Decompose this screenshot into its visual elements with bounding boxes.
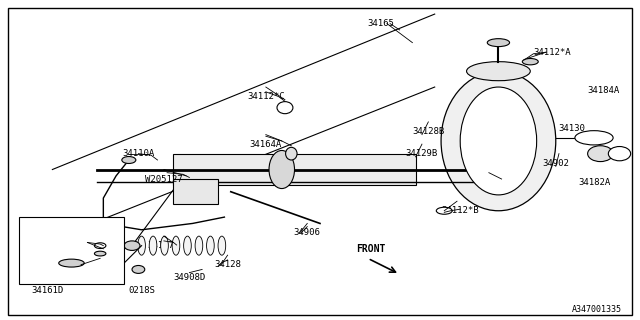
Ellipse shape — [467, 62, 531, 81]
Text: A347001335: A347001335 — [572, 305, 622, 314]
Text: 34190J: 34190J — [52, 241, 84, 250]
Bar — [19, 217, 124, 284]
Text: 34112*B: 34112*B — [442, 206, 479, 215]
Text: <GREASE>: <GREASE> — [31, 257, 74, 266]
Text: 34112*A: 34112*A — [534, 48, 572, 57]
Ellipse shape — [588, 146, 613, 162]
Text: W205127: W205127 — [145, 174, 182, 184]
Ellipse shape — [149, 236, 157, 255]
Ellipse shape — [59, 259, 84, 267]
Ellipse shape — [124, 241, 140, 251]
Text: NS: NS — [496, 178, 507, 187]
Ellipse shape — [609, 147, 630, 161]
Text: 34128: 34128 — [214, 260, 241, 269]
Ellipse shape — [95, 251, 106, 256]
Ellipse shape — [122, 156, 136, 164]
Ellipse shape — [161, 236, 168, 255]
Ellipse shape — [207, 236, 214, 255]
Text: 34906: 34906 — [294, 228, 321, 237]
Ellipse shape — [460, 87, 537, 195]
Ellipse shape — [132, 266, 145, 273]
Ellipse shape — [285, 147, 297, 160]
Ellipse shape — [195, 236, 203, 255]
Text: 34165: 34165 — [367, 19, 394, 28]
Text: 34112*C: 34112*C — [247, 92, 285, 101]
Text: 0218S: 0218S — [128, 285, 155, 295]
Ellipse shape — [277, 102, 293, 114]
Text: FRONT: FRONT — [356, 244, 386, 254]
Ellipse shape — [172, 236, 180, 255]
Ellipse shape — [95, 243, 106, 249]
Text: 34908D: 34908D — [173, 273, 205, 282]
Text: 34161D: 34161D — [31, 285, 63, 295]
Text: 34129B: 34129B — [406, 149, 438, 158]
Bar — [173, 154, 415, 185]
Ellipse shape — [522, 59, 538, 65]
Text: 34128B: 34128B — [412, 127, 444, 136]
Ellipse shape — [184, 236, 191, 255]
Text: 34130: 34130 — [558, 124, 585, 133]
Text: 34182A: 34182A — [578, 178, 610, 187]
Ellipse shape — [436, 207, 452, 214]
Ellipse shape — [218, 236, 226, 255]
Ellipse shape — [575, 131, 613, 145]
Ellipse shape — [487, 39, 509, 47]
Text: 34184A: 34184A — [588, 86, 620, 95]
Bar — [173, 179, 218, 204]
Text: 34110A: 34110A — [122, 149, 154, 158]
Ellipse shape — [269, 150, 294, 188]
Text: 34902: 34902 — [542, 159, 569, 168]
Ellipse shape — [138, 236, 145, 255]
Text: 34164A: 34164A — [250, 140, 282, 148]
Ellipse shape — [441, 71, 556, 211]
Text: 34187A: 34187A — [148, 241, 180, 250]
